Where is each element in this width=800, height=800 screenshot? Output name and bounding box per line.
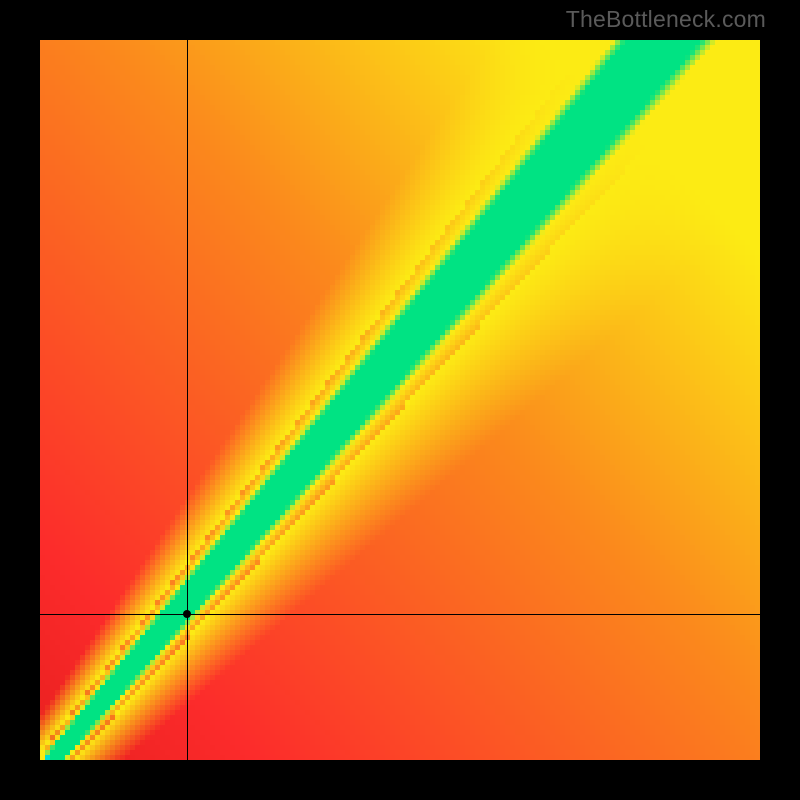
bottleneck-heatmap bbox=[40, 40, 760, 760]
watermark-text: TheBottleneck.com bbox=[566, 6, 766, 33]
selection-marker bbox=[183, 610, 191, 618]
crosshair-vertical bbox=[187, 40, 188, 760]
heatmap-canvas bbox=[40, 40, 760, 760]
crosshair-horizontal bbox=[40, 614, 760, 615]
